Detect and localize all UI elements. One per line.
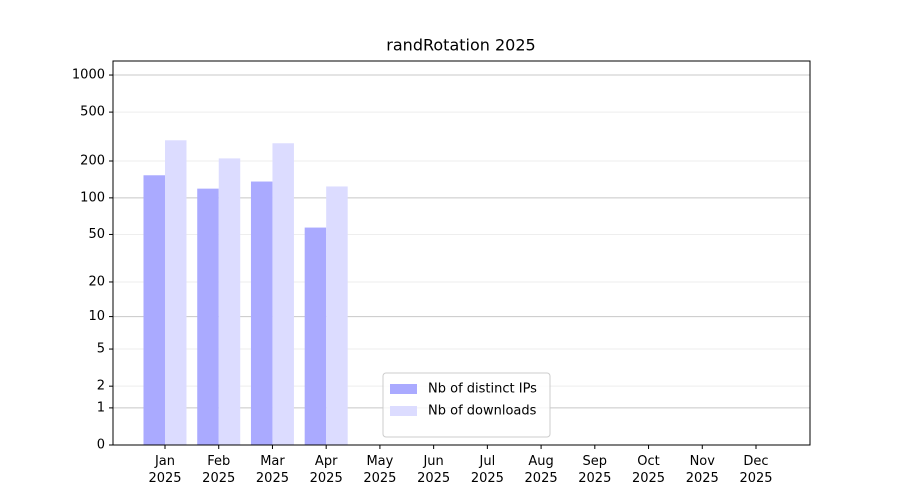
x-tick-label: Mar 2025 <box>256 454 289 486</box>
y-tick-label: 100 <box>80 190 105 205</box>
x-tick-label: Oct 2025 <box>632 454 665 486</box>
x-tick-label: Apr 2025 <box>310 454 343 486</box>
y-tick-label: 1 <box>97 400 105 415</box>
bar <box>218 158 241 445</box>
chart-title: randRotation 2025 <box>386 36 535 55</box>
bar <box>197 188 219 445</box>
x-tick-label: Aug 2025 <box>525 454 558 486</box>
y-tick-label: 1000 <box>72 68 105 83</box>
y-tick-label: 5 <box>97 342 105 357</box>
x-tick-label: Sep 2025 <box>578 454 611 486</box>
bar <box>165 140 187 445</box>
bar <box>304 227 327 445</box>
legend-label: Nb of downloads <box>428 404 537 419</box>
legend-label: Nb of distinct IPs <box>428 382 537 397</box>
x-tick-label: Feb 2025 <box>202 454 235 486</box>
x-tick-label: Jul 2025 <box>471 454 504 486</box>
y-tick-label: 50 <box>88 227 105 242</box>
x-tick-label: Nov 2025 <box>686 454 719 486</box>
plot-frame <box>112 60 811 446</box>
y-tick-label: 2 <box>97 379 105 394</box>
bar <box>272 143 294 445</box>
legend-box <box>382 372 551 438</box>
x-tick-label: May 2025 <box>363 454 396 486</box>
bar <box>143 175 165 445</box>
y-tick-label: 10 <box>88 309 105 324</box>
legend-swatch <box>390 406 417 416</box>
y-tick-label: 200 <box>80 154 105 169</box>
y-tick-label: 500 <box>80 105 105 120</box>
x-tick-label: Jun 2025 <box>417 454 450 486</box>
x-tick-label: Jan 2025 <box>148 454 181 486</box>
legend-swatch <box>390 384 417 394</box>
bar <box>326 186 348 445</box>
x-tick-label: Dec 2025 <box>739 454 772 486</box>
bar <box>250 181 273 445</box>
y-tick-label: 0 <box>97 438 105 453</box>
y-tick-label: 20 <box>88 274 105 289</box>
